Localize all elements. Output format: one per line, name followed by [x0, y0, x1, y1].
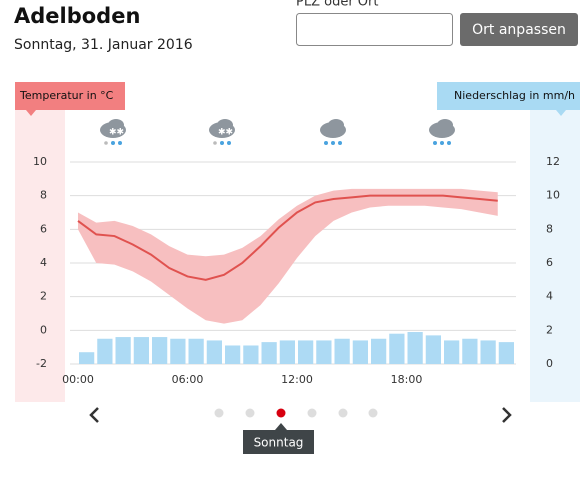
- precip-bar: [243, 345, 259, 364]
- y-tick-label: 10: [33, 155, 47, 168]
- y2-tick-label: 6: [546, 256, 553, 269]
- pager-dot-active[interactable]: [276, 408, 286, 418]
- precip-bar: [334, 338, 350, 364]
- pager-dot[interactable]: [368, 408, 378, 418]
- date: Sonntag, 31. Januar 2016: [14, 37, 193, 53]
- y2-tick-label: 2: [546, 323, 553, 336]
- y2label-pointer: [556, 110, 566, 116]
- precip-bar: [444, 340, 460, 364]
- y2-tick-label: 12: [546, 155, 560, 168]
- precip-bar: [316, 340, 332, 364]
- icon-rain: [320, 119, 346, 145]
- location-title: Adelboden: [14, 4, 140, 28]
- icon-rain: [429, 119, 455, 145]
- tooltip-pointer: [275, 423, 287, 430]
- y-tick-label: 8: [40, 189, 47, 202]
- precip-bar: [389, 333, 405, 364]
- temperature-line: [77, 194, 498, 281]
- precip-bar: [498, 342, 514, 364]
- svg-text:✱✱: ✱✱: [109, 128, 124, 138]
- pager-dot[interactable]: [245, 408, 255, 418]
- precip-bar: [462, 338, 478, 364]
- y2label-box: [437, 82, 580, 110]
- precip-bar: [425, 335, 441, 364]
- submit-button[interactable]: [460, 13, 578, 46]
- y2-tick-label: 8: [546, 222, 553, 235]
- tooltip: [243, 430, 314, 454]
- y2-tick-label: 0: [546, 357, 553, 370]
- pager: [214, 408, 378, 418]
- ylabel-box: [15, 82, 125, 110]
- precip-bar: [115, 337, 131, 364]
- pager-dot[interactable]: [214, 408, 224, 418]
- x-tick-label: 00:00: [62, 373, 94, 386]
- precip-bar: [206, 340, 222, 364]
- icon-snow-rain: ✱✱: [209, 119, 235, 145]
- weather-icons: ✱✱ ✱✱: [100, 119, 455, 145]
- location-input[interactable]: [296, 13, 453, 46]
- prev-arrow[interactable]: [89, 407, 99, 423]
- svg-text:✱✱: ✱✱: [218, 128, 233, 138]
- precip-bar: [225, 345, 241, 364]
- left-axis-band: [15, 110, 65, 402]
- icon-snow-rain: ✱✱: [100, 119, 126, 145]
- y-tick-label: 0: [40, 323, 47, 336]
- precip-bar: [371, 338, 387, 364]
- next-arrow[interactable]: [502, 407, 512, 423]
- right-axis-band: [530, 110, 580, 402]
- y2-tick-label: 4: [546, 290, 553, 303]
- x-tick-label: 12:00: [281, 373, 313, 386]
- precip-bar: [352, 340, 368, 364]
- tooltip-label: Sonntag: [254, 436, 304, 450]
- temperature-range: [78, 188, 498, 324]
- button-label[interactable]: Ort anpassen: [472, 22, 566, 38]
- y-tick-label: 2: [40, 290, 47, 303]
- precip-bar: [407, 332, 423, 364]
- y-tick-label: 4: [40, 256, 47, 269]
- precip-bar: [298, 340, 314, 364]
- input-label: PLZ oder Ort: [296, 0, 378, 10]
- precip-bar: [188, 338, 204, 364]
- precip-bar: [97, 338, 113, 364]
- y2-tick-label: 10: [546, 189, 560, 202]
- precip-bar: [152, 337, 168, 364]
- precip-bar: [480, 340, 496, 364]
- precip-bar: [79, 352, 95, 364]
- y-tick-label: -2: [36, 357, 47, 370]
- pager-dot[interactable]: [307, 408, 317, 418]
- plot: -2 0 2 4 6 8 10 0 2 4 6 8 10 12 00:00 06:00 12:00 18:00: [33, 155, 560, 386]
- y-tick-label: 6: [40, 222, 47, 235]
- precip-bar: [279, 340, 295, 364]
- precip-bar: [261, 342, 277, 364]
- y-axis-label: Temperatur in °C: [19, 89, 114, 102]
- pager-dot[interactable]: [338, 408, 348, 418]
- ylabel-pointer: [26, 110, 36, 116]
- x-tick-label: 06:00: [172, 373, 204, 386]
- precip-bar: [170, 338, 186, 364]
- y2-axis-label: Niederschlag in mm/h: [454, 89, 575, 102]
- x-tick-label: 18:00: [391, 373, 423, 386]
- precip-bar: [133, 337, 149, 364]
